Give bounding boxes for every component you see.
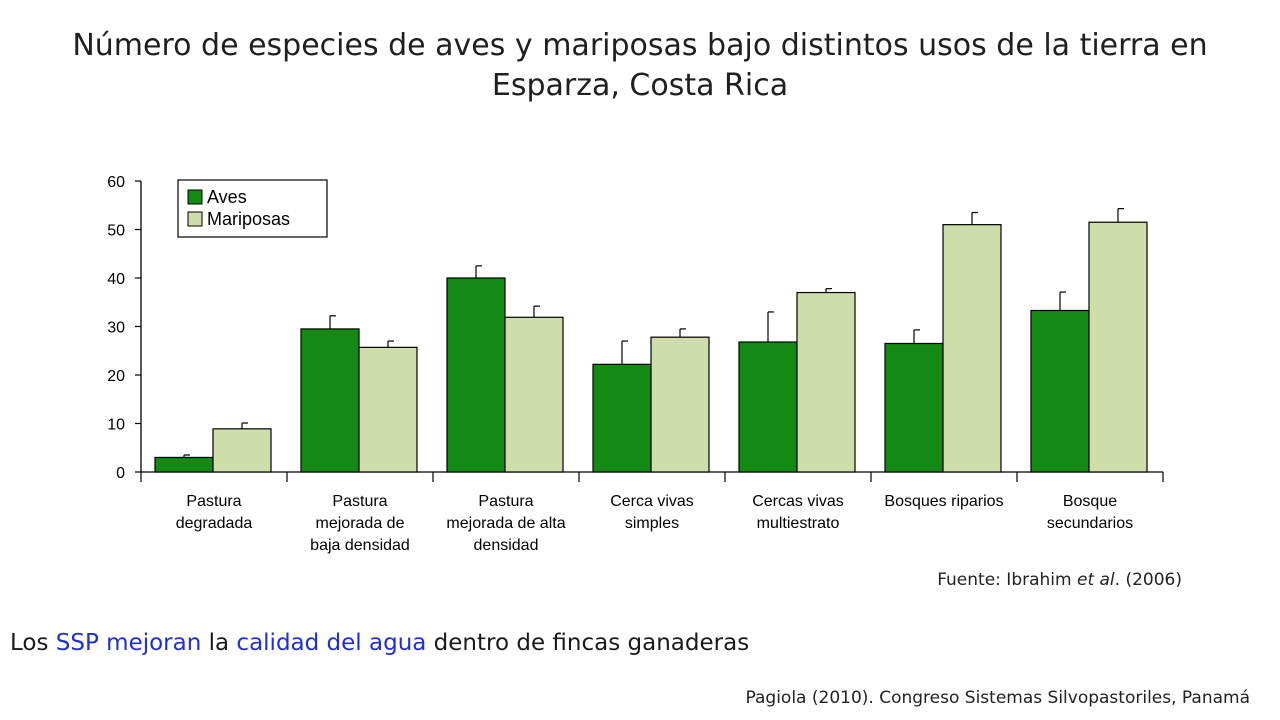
bar-aves [592, 363, 652, 473]
legend-box [177, 179, 328, 238]
y-tick-label: 60 [107, 174, 125, 191]
source-prefix: Fuente: Ibrahim [937, 570, 1077, 590]
caption: Los SSP mejoran la calidad del agua dent… [10, 630, 749, 656]
bar-mariposas [358, 346, 418, 473]
legend-label-aves: Aves [207, 187, 247, 207]
x-tick-label: Cercas vivas multiestrato [752, 493, 844, 532]
citation: Pagiola (2010). Congreso Sistemas Silvop… [745, 688, 1250, 708]
bar-mariposas [212, 428, 272, 473]
slide-title-line-2: Esparza, Costa Rica [491, 68, 789, 103]
x-tick-label: Bosque secundarios [1047, 493, 1133, 532]
slide-title: Número de especies de aves y mariposas b… [60, 26, 1220, 106]
y-tick-label: 40 [107, 271, 125, 288]
caption-part-1: Los [10, 630, 56, 656]
bar-aves [446, 277, 506, 473]
legend-swatch-mariposas [187, 211, 203, 227]
y-tick-label: 10 [107, 417, 125, 434]
bar-mariposas [1088, 221, 1148, 473]
bar-aves [300, 328, 360, 473]
y-tick-label: 0 [116, 465, 125, 482]
bar-mariposas [796, 291, 856, 473]
bar-mariposas [942, 224, 1002, 473]
caption-part-3: la [201, 630, 237, 656]
slide-title-line-1: Número de especies de aves y mariposas b… [72, 28, 1208, 63]
caption-highlight-ssp: SSP mejoran [55, 630, 202, 656]
x-tick-label: Pastura mejorada de baja densidad [310, 493, 410, 554]
x-tick-label: Bosques riparios [884, 493, 1003, 510]
bar-mariposas [504, 316, 564, 473]
y-tick-label: 30 [107, 320, 125, 337]
bar-aves [738, 341, 798, 473]
y-tick-label: 50 [107, 223, 125, 240]
source-suffix: . (2006) [1114, 570, 1182, 590]
bar-aves [154, 456, 214, 473]
legend-label-mariposas: Mariposas [207, 209, 290, 229]
x-tick-label: Cerca vivas simples [610, 493, 694, 532]
source-note: Fuente: Ibrahim et al. (2006) [937, 570, 1182, 590]
bar-aves [884, 342, 944, 473]
bar-aves [1030, 309, 1090, 473]
y-tick-label: 20 [107, 368, 125, 385]
x-tick-label: Pastura degradada [176, 493, 253, 532]
legend-swatch-aves [187, 189, 203, 205]
source-italic: et al [1076, 570, 1115, 590]
caption-highlight-water: calidad del agua [236, 630, 427, 656]
x-tick-label: Pastura mejorada de alta densidad [446, 493, 565, 554]
bar-mariposas [650, 336, 710, 473]
caption-part-5: dentro de fincas ganaderas [426, 630, 750, 656]
